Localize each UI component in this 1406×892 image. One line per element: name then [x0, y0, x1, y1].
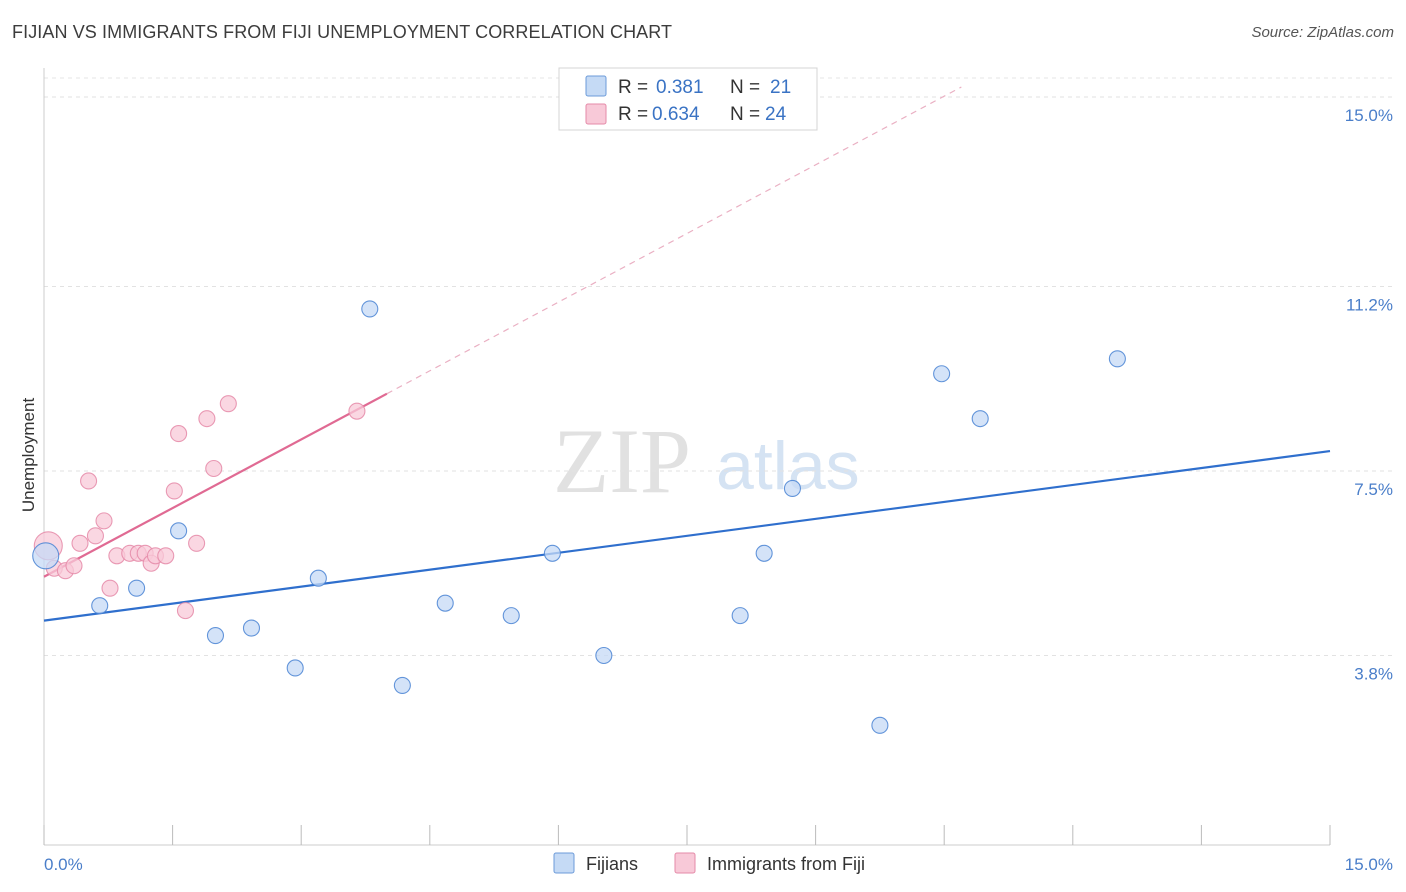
point-series-0-3	[170, 522, 188, 540]
x-tick-label-0: 0.0%	[44, 855, 83, 874]
point-series-1-17	[170, 425, 188, 443]
x-tick-labels: 0.0% 15.0%	[44, 855, 1393, 874]
trend-lines	[43, 86, 1331, 622]
axes	[43, 68, 1331, 846]
y-tick-label-3: 15.0%	[1345, 106, 1393, 125]
series-legend: Fijians Immigrants from Fiji	[553, 852, 865, 874]
point-series-1-23	[348, 402, 366, 420]
grid-lines	[44, 77, 1395, 657]
point-series-0-8	[361, 300, 379, 318]
point-series-1-20	[198, 410, 216, 428]
point-series-0-13	[595, 646, 613, 665]
series-legend-swatch-immigrants	[674, 852, 696, 874]
chart-title: FIJIAN VS IMMIGRANTS FROM FIJI UNEMPLOYM…	[12, 22, 673, 42]
point-series-1-7	[95, 512, 113, 530]
point-series-0-14	[731, 607, 749, 625]
chart-source: Source: ZipAtlas.com	[1251, 24, 1394, 41]
point-series-0-18	[933, 365, 951, 383]
y-tick-label-0: 3.8%	[1354, 665, 1393, 684]
point-series-0-15	[755, 544, 773, 562]
trend-line-series-0	[43, 449, 1331, 622]
point-series-0-10	[436, 594, 454, 612]
trend-extension-series-1	[386, 86, 962, 395]
y-tick-labels: 3.8% 7.5% 11.2% 15.0%	[1345, 106, 1393, 684]
point-series-1-5	[80, 472, 98, 490]
point-series-0-2	[128, 579, 146, 597]
point-series-0-1	[91, 597, 109, 615]
point-series-0-6	[286, 659, 304, 677]
point-series-1-18	[176, 602, 195, 620]
series-legend-swatch-fijians	[553, 852, 575, 874]
y-axis-label: Unemployment	[19, 398, 38, 513]
watermark-zip: ZIP	[553, 410, 691, 512]
legend-r-label-2: R =	[618, 104, 648, 125]
legend-swatch-fijians	[585, 75, 607, 97]
point-series-0-5	[242, 619, 261, 637]
point-series-1-21	[205, 459, 223, 478]
point-series-0-7	[309, 569, 327, 587]
legend-n-label-2: N =	[730, 104, 760, 125]
point-series-0-16	[783, 479, 802, 498]
point-series-0-12	[543, 544, 561, 562]
point-series-0-4	[206, 627, 225, 645]
point-series-1-6	[86, 527, 104, 545]
point-series-0-0	[32, 542, 60, 570]
legend-r-label-1: R =	[618, 77, 648, 98]
legend-n-value-1: 21	[770, 77, 791, 98]
point-series-0-11	[502, 607, 520, 625]
point-series-1-22	[219, 395, 237, 413]
point-series-1-4	[71, 534, 89, 552]
point-series-0-20	[1108, 350, 1126, 368]
trend-line-series-1	[43, 392, 388, 578]
legend-n-label-1: N =	[730, 77, 760, 98]
x-tick-label-1: 15.0%	[1345, 855, 1393, 874]
correlation-legend: R = 0.381 N = 21 R = 0.634 N = 24	[558, 67, 818, 131]
y-tick-label-2: 11.2%	[1346, 295, 1393, 314]
legend-r-value-1: 0.381	[656, 77, 704, 98]
data-points	[32, 300, 1126, 734]
point-series-0-9	[393, 676, 411, 694]
point-series-1-8	[101, 579, 119, 597]
point-series-0-19	[971, 410, 989, 428]
point-series-1-3	[65, 557, 83, 575]
point-series-0-17	[871, 716, 889, 734]
legend-swatch-immigrants	[585, 103, 607, 125]
point-series-1-19	[188, 534, 206, 552]
point-series-1-16	[165, 482, 183, 500]
point-series-1-15	[157, 547, 175, 565]
series-legend-fijians: Fijians	[586, 854, 638, 874]
series-legend-immigrants: Immigrants from Fiji	[707, 854, 865, 874]
legend-r-value-2: 0.634	[652, 104, 700, 125]
y-tick-label-1: 7.5%	[1354, 480, 1393, 499]
legend-n-value-2: 24	[765, 104, 787, 125]
